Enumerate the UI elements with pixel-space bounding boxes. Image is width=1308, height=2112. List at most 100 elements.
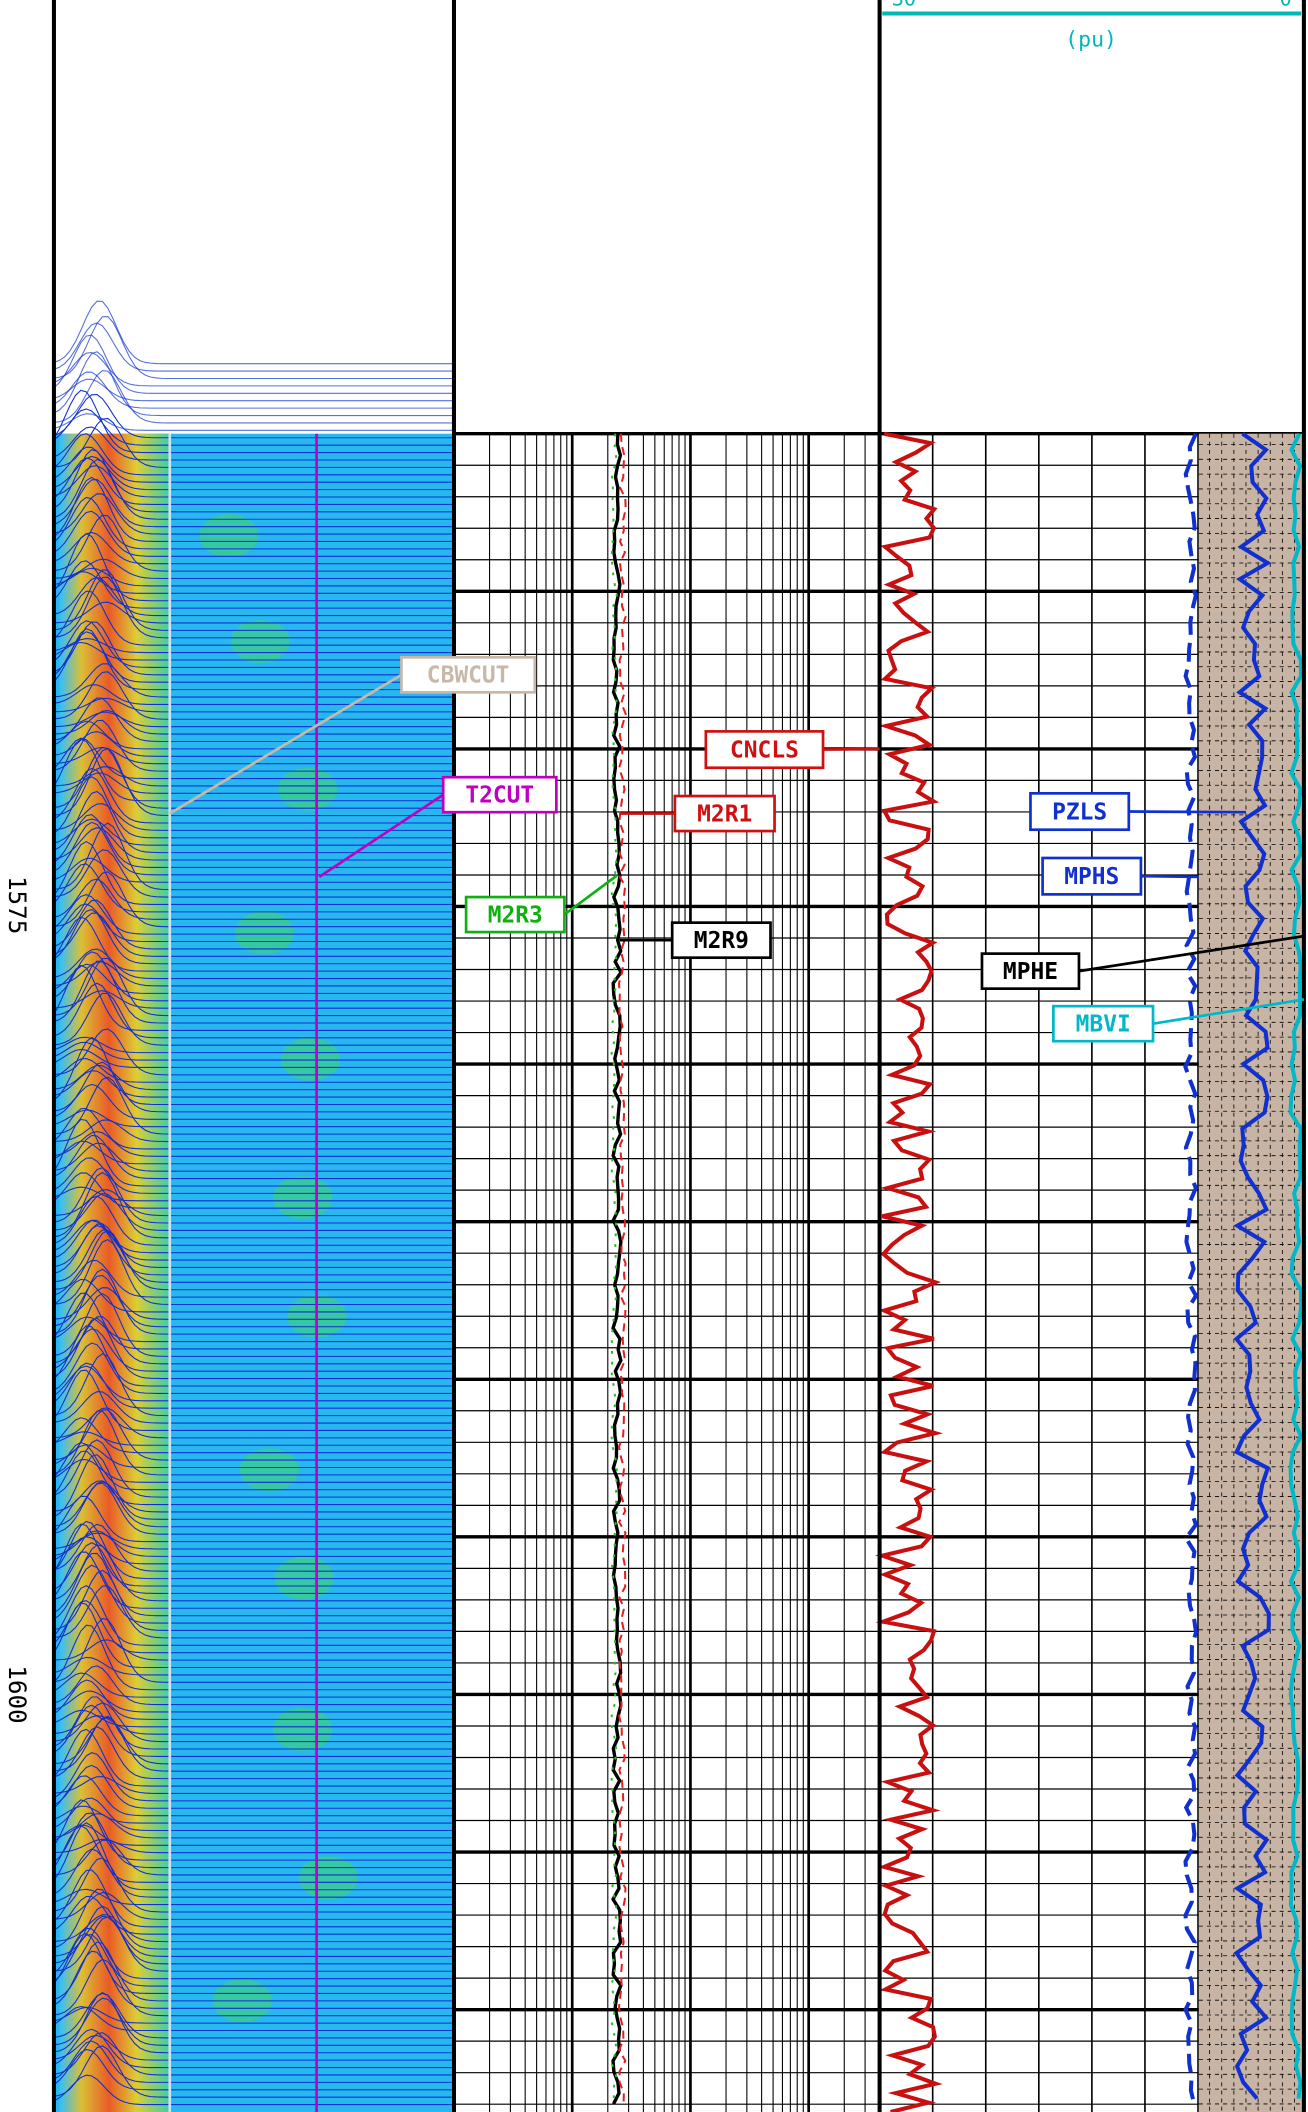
spectrum-line [53, 476, 453, 543]
spectrum-line [53, 1064, 453, 1091]
spectrum-line [53, 408, 453, 446]
scale-right: 0 [1280, 0, 1292, 10]
spectrum-line [53, 1544, 453, 1602]
spectrum-line [53, 1992, 453, 2054]
spectrum-line [53, 417, 453, 468]
spectrum-line [53, 560, 453, 609]
spectrum-line [53, 351, 453, 417]
tag-leader [1140, 874, 1199, 879]
spectrum-line [53, 767, 453, 824]
depth-label: 1600 [3, 1665, 32, 1723]
spectrum-line [53, 776, 453, 839]
spectrum-line [53, 1679, 453, 1720]
spectrum-line [53, 1070, 453, 1098]
curves [53, 300, 1304, 2112]
spectrum-line [53, 1892, 453, 1920]
spectrum-line [53, 1704, 453, 1757]
spectrum-line [53, 731, 453, 757]
spectrum-line [53, 510, 453, 557]
spectrum-line [53, 1109, 453, 1128]
spectrum-line [53, 393, 453, 439]
spectrum-line [53, 719, 453, 772]
spectrum-line [53, 1417, 453, 1454]
spectrum-line [53, 1934, 453, 1987]
spectrum-spot [234, 911, 295, 955]
spectrum-line [53, 2028, 453, 2069]
spectrum-line [53, 1536, 453, 1565]
spectrum-line [53, 1195, 453, 1246]
spectrum-line [53, 1076, 453, 1135]
spectrum-line [53, 1542, 453, 1594]
spectrum-line [53, 1441, 453, 1491]
tag-box [980, 952, 1081, 990]
spectrum-spot [199, 514, 259, 558]
spectrum-line [53, 1189, 453, 1217]
spectrum-line [53, 871, 453, 928]
spectrum-line [53, 697, 453, 743]
spectrum-line [53, 878, 453, 920]
spectrum-line [53, 1259, 453, 1298]
spectrum-line [53, 1107, 453, 1150]
spectrum-line [53, 663, 453, 698]
spectrum-line [53, 827, 453, 861]
spectrum-line [53, 1992, 453, 2039]
spectrum-line [53, 903, 453, 943]
spectrum-line [53, 1618, 453, 1683]
spectrum-line [53, 1495, 453, 1543]
spectrum-line [53, 426, 453, 461]
spectrum-line [53, 821, 453, 876]
spectrum-line [53, 1665, 453, 1706]
spectrum-line [53, 514, 453, 572]
spectrum-line [53, 748, 453, 817]
spectrum-line [53, 369, 453, 424]
spectrum-spot [273, 1175, 333, 1220]
spectrum-spot [230, 620, 290, 664]
spectrum-line [53, 315, 453, 380]
tag-box [441, 775, 558, 814]
spectrum-line [53, 957, 453, 1017]
spectrum-line [53, 1365, 453, 1402]
spectrum-line [53, 1230, 453, 1291]
spectrum-line [53, 912, 453, 957]
spectrum-line [53, 601, 453, 624]
spectrum-line [53, 458, 453, 520]
spectrum-line [53, 1219, 453, 1261]
spectrum-line [53, 1916, 453, 1972]
spectrum-line [53, 2040, 453, 2083]
spectrum-line [53, 1848, 453, 1898]
spectrum-line [53, 590, 453, 646]
spectrum-line [53, 1186, 453, 1202]
spectrum-line [53, 814, 453, 868]
spectrum-line [53, 1238, 453, 1306]
spectrum-line [53, 1328, 453, 1372]
spectrum-line [53, 1119, 453, 1143]
spectrum-line [53, 455, 453, 491]
spectrum-line [53, 1520, 453, 1580]
tag-leader [318, 793, 444, 878]
spectrum-line [53, 951, 453, 1002]
spectrum-line [53, 531, 453, 565]
spectrum-line [53, 960, 453, 1024]
spectrum-line [53, 465, 453, 498]
spectrum-line [53, 1523, 453, 1572]
porosity-curve [1183, 432, 1199, 2105]
spectrum-line [53, 1523, 453, 1587]
spectrum-line [53, 908, 453, 965]
spectrum-line [53, 1458, 453, 1483]
spectrum-line [53, 576, 453, 617]
spectrum-line [53, 982, 453, 1039]
spectrum-line [53, 1813, 453, 1839]
spectrum-line [53, 1028, 453, 1076]
resistivity-curve [610, 433, 618, 2105]
spectrum-line [53, 1702, 453, 1743]
spectrum-line [53, 496, 453, 550]
spectrum-line [53, 990, 453, 1009]
spectrum-line [53, 478, 453, 528]
spectrum-line [53, 1585, 453, 1639]
spectrum-line [53, 571, 453, 594]
spectrum-line [53, 1838, 453, 1854]
spectrum-line [53, 1869, 453, 1928]
tag-leader [563, 874, 618, 916]
neutron-curve [874, 431, 944, 2112]
spectrum-line [53, 1564, 453, 1624]
